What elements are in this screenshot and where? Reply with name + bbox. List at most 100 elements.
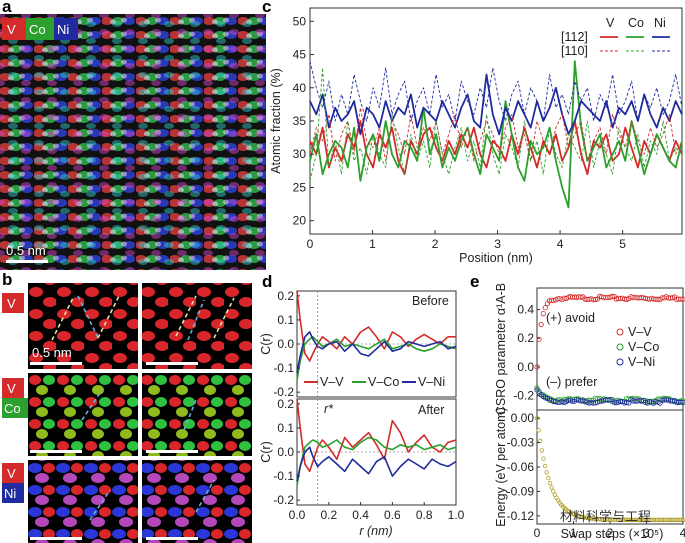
d-ytick-label: -0.1 — [273, 469, 294, 483]
e-xtick-label: 3 — [643, 526, 650, 540]
e-ytick-label: -0.03 — [507, 436, 535, 450]
e-energy-point — [679, 517, 684, 523]
legend-c-row-110: [110] — [561, 44, 588, 58]
d-ytick-label: 0.2 — [277, 397, 294, 411]
panel-b-row1-right — [142, 283, 252, 369]
legend-e-vni: V–Ni — [628, 355, 655, 369]
panel-b-row3-left — [28, 460, 138, 543]
panel-c-plot — [309, 60, 683, 209]
legend-e-vco-marker — [616, 343, 624, 351]
legend-c-el-v: V — [606, 16, 615, 30]
badge-b3-ni: Ni — [4, 486, 16, 501]
badge-b2-v-bg — [2, 378, 24, 398]
badge-b1-v-bg — [2, 293, 24, 313]
e-energy-point — [546, 475, 551, 481]
e-point — [607, 397, 613, 403]
legend-c-row-112: [112] — [561, 30, 588, 44]
panel-b: b V V Co V Ni 0.5 nm — [2, 270, 252, 543]
e-energy-point — [666, 517, 671, 523]
panel-e-ylabel-bottom: Energy (eV per atom) — [494, 407, 508, 527]
series-c-v-110 — [309, 107, 683, 162]
panel-e-label: e — [470, 272, 479, 291]
legend-e-vco: V–Co — [628, 340, 659, 354]
panel-a-scalebar-label: 0.5 nm — [6, 243, 46, 258]
c-ytick-label: 25 — [293, 180, 307, 194]
badge-v-bg — [2, 18, 26, 40]
panel-a-scalebar — [6, 260, 48, 263]
e-ytick-label: -0.12 — [507, 509, 535, 523]
c-xtick-label: 2 — [432, 237, 439, 251]
e-ytick-label: 0.2 — [517, 331, 534, 345]
panel-b-scalebar2 — [30, 450, 82, 453]
e-energy-point — [542, 463, 548, 469]
series-d-after-v-co — [296, 436, 457, 486]
e-energy-point — [538, 438, 543, 444]
panel-c-legend: V Co Ni [112] [110] — [550, 14, 678, 58]
c-ytick-label: 35 — [293, 114, 307, 128]
e-energy-point — [539, 448, 545, 453]
e-point — [538, 321, 544, 328]
panel-e-ylabel-top: CSRO parameter α¹A-B — [494, 283, 508, 415]
panel-e-legend: V–V V–Co V–Ni — [616, 325, 659, 369]
e-energy-point — [672, 517, 678, 523]
panel-e: e 0.40.20.0-0.20.00-0.03-0.06-0.09-0.120… — [470, 272, 685, 541]
series-e-v-v — [534, 293, 685, 370]
badge-b3-v-bg — [2, 463, 24, 483]
e-energy-point — [551, 489, 556, 494]
c-xtick-label: 5 — [619, 237, 626, 251]
e-point — [680, 399, 685, 405]
panel-b-row1-left — [28, 283, 138, 369]
e-point — [624, 399, 630, 406]
e-point — [536, 336, 542, 342]
d-ytick-label: 0.1 — [277, 313, 294, 327]
e-point — [680, 296, 685, 302]
badge-co: Co — [29, 22, 46, 37]
panel-c-xlabel: Position (nm) — [459, 251, 533, 265]
e-point — [544, 395, 551, 402]
c-ytick-label: 40 — [293, 81, 307, 95]
e-point — [678, 399, 684, 405]
panel-b-scalebar-label: 0.5 nm — [32, 345, 72, 360]
d-xtick-label: 0.6 — [384, 508, 401, 522]
c-ytick-label: 30 — [293, 147, 307, 161]
e-energy-point — [549, 485, 554, 490]
d-ytick-label: 0.0 — [277, 337, 294, 351]
badge-co-bg — [26, 18, 54, 40]
panel-b-row2-right — [142, 373, 252, 456]
e-energy-point — [541, 456, 546, 461]
panel-a: a V Co Ni 0.5 nm — [0, 0, 266, 270]
e-energy-point — [619, 517, 624, 522]
panel-c-label: c — [262, 0, 271, 16]
series-e-energy — [534, 415, 685, 523]
panel-b-scalebar6 — [146, 537, 198, 540]
panel-a-label: a — [2, 0, 12, 16]
badge-v: V — [7, 22, 16, 37]
badge-b2-co: Co — [4, 401, 21, 416]
e-energy-point — [536, 428, 541, 433]
d-ytick-label: -0.2 — [273, 493, 294, 507]
d-ytick-label: 0.1 — [277, 421, 294, 435]
e-xtick-label: 4 — [680, 526, 685, 540]
e-point — [542, 305, 548, 311]
e-ytick-label: -0.09 — [507, 484, 535, 498]
panel-e-xlabel: Swap steps (×10⁵) — [561, 527, 664, 541]
badge-ni: Ni — [57, 22, 69, 37]
e-point — [540, 310, 546, 317]
panel-d-ylabel-top: C(r) — [259, 333, 273, 355]
d-xtick-label: 0.8 — [416, 508, 433, 522]
e-ytick-label: 0.0 — [517, 360, 534, 374]
series-c-ni-112 — [309, 73, 683, 136]
d-ytick-label: 0.2 — [277, 289, 294, 303]
d-xtick-label: 0.0 — [289, 508, 306, 522]
series-c-co-110 — [309, 67, 683, 181]
e-energy-point — [544, 470, 549, 475]
d-xtick-label: 1.0 — [448, 508, 465, 522]
d-ytick-label: 0.0 — [277, 445, 294, 459]
panel-b-scalebar5 — [146, 450, 198, 453]
c-ytick-label: 20 — [293, 214, 307, 228]
e-xtick-label: 1 — [570, 526, 577, 540]
panel-e-annot-avoid: (+) avoid — [546, 311, 595, 325]
